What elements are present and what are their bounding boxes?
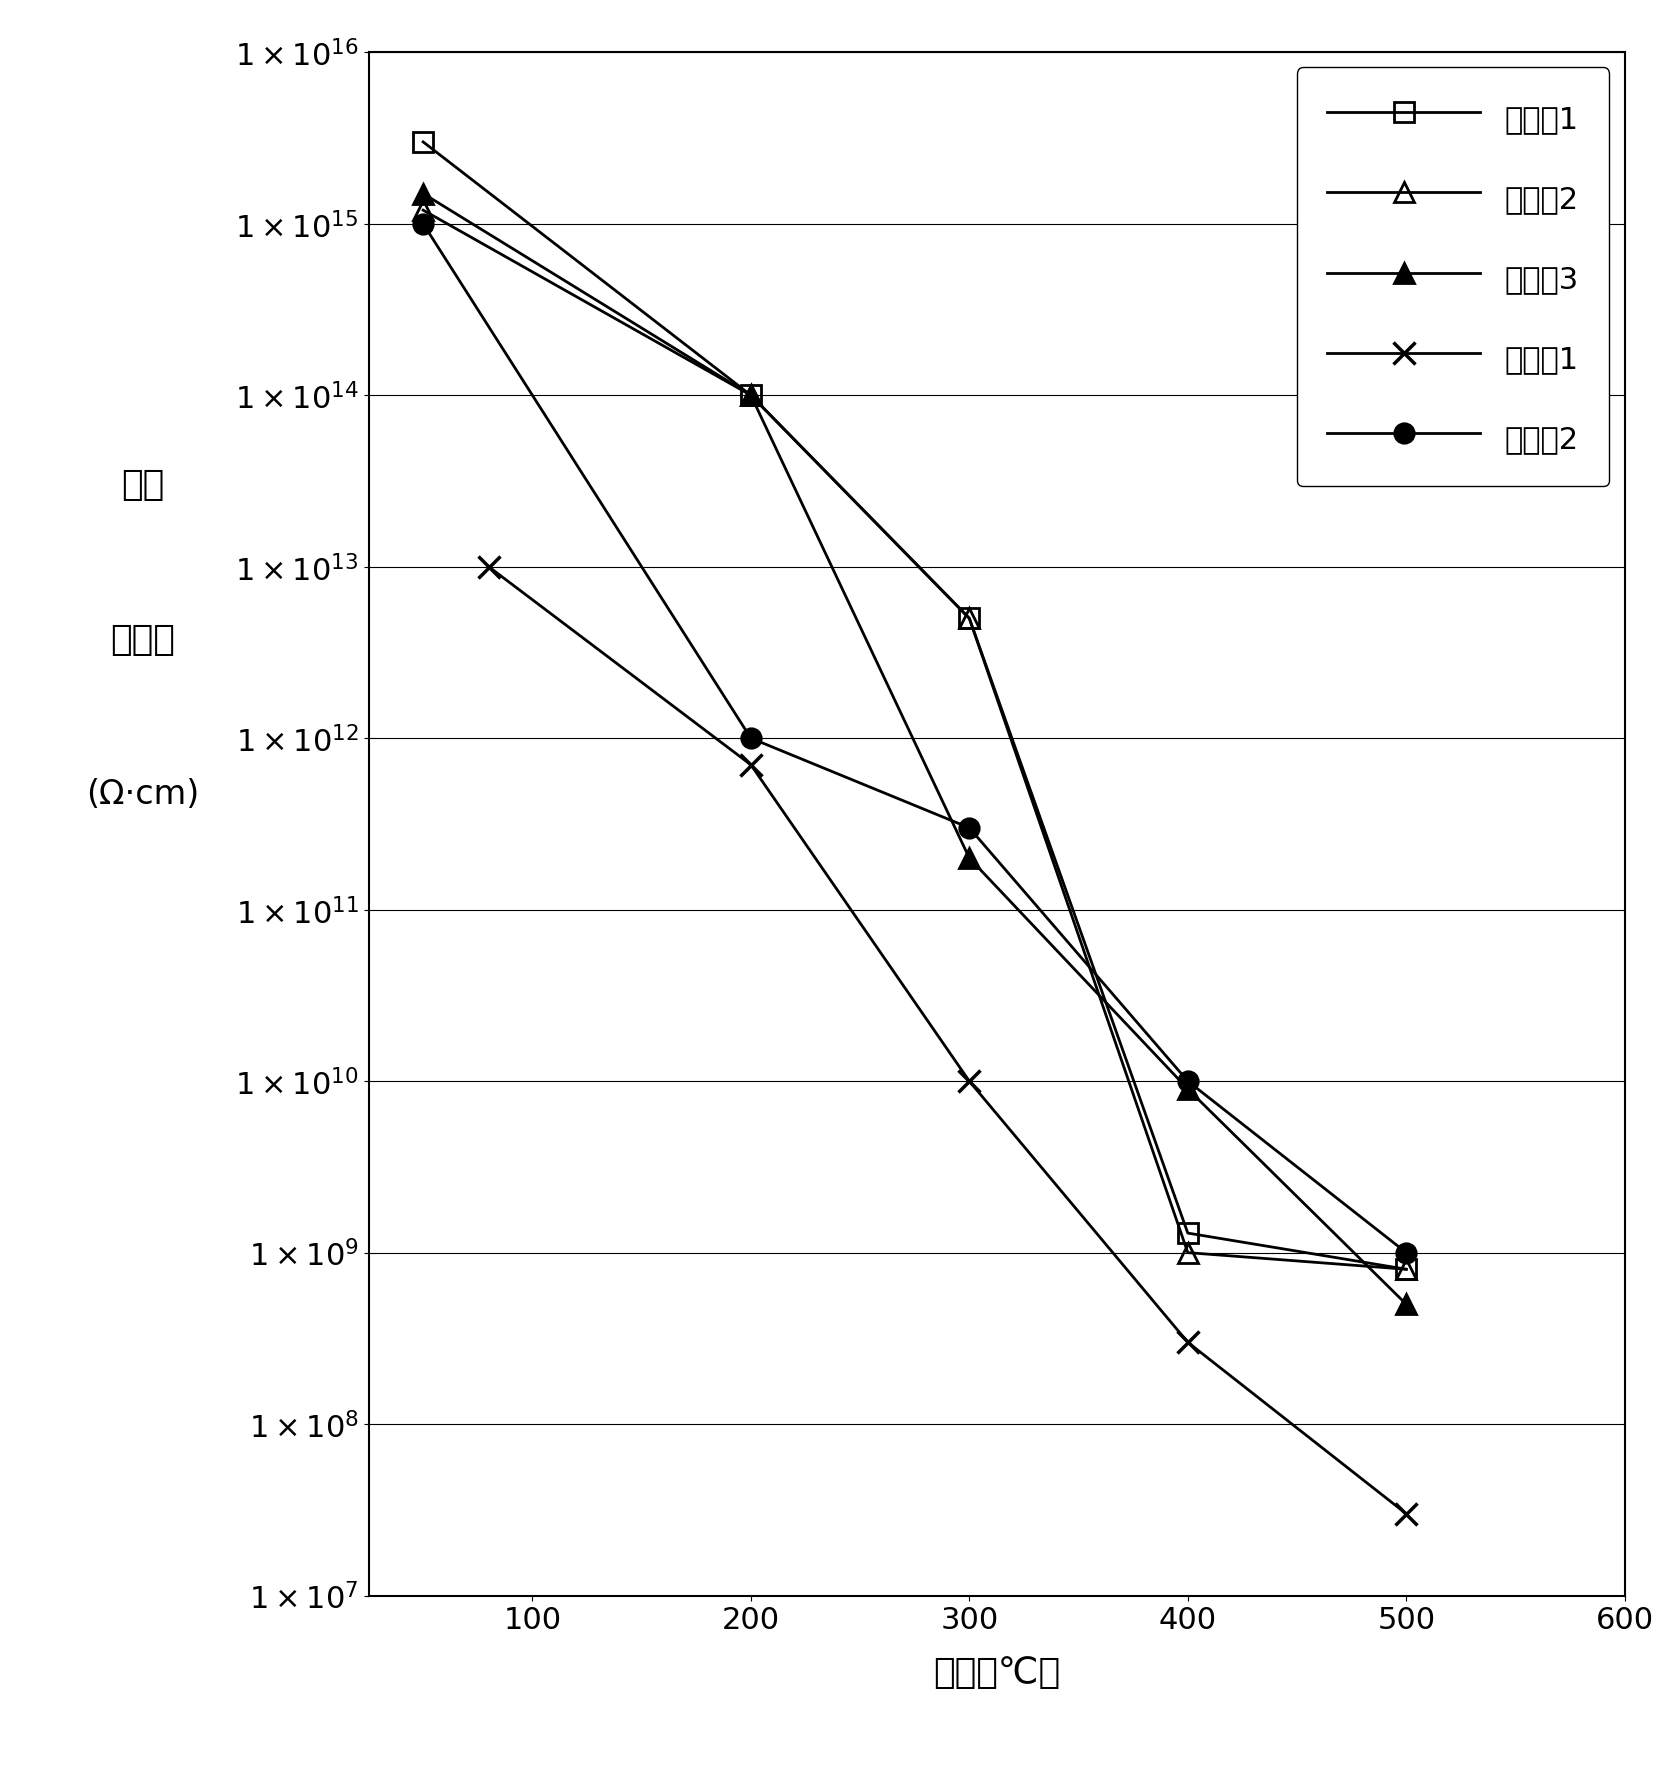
比较例2	[960, 817, 980, 839]
实施例3	[1397, 1294, 1417, 1316]
Line: 比较例2: 比较例2	[414, 215, 1415, 1262]
Text: 体积: 体积	[121, 468, 164, 502]
比较例1	[1178, 1332, 1198, 1353]
Text: (Ω·cm): (Ω·cm)	[85, 777, 199, 810]
比较例1	[740, 755, 760, 777]
实施例1	[740, 385, 760, 406]
实施例2	[740, 385, 760, 406]
比较例2	[414, 215, 434, 236]
实施例3	[1178, 1078, 1198, 1099]
实施例2	[1178, 1243, 1198, 1264]
Line: 比较例1: 比较例1	[477, 557, 1417, 1525]
比较例1	[960, 1071, 980, 1092]
实施例1	[960, 608, 980, 629]
比较例2	[1397, 1243, 1417, 1264]
比较例2	[1178, 1071, 1198, 1092]
Legend: 实施例1, 实施例2, 实施例3, 比较例1, 比较例2: 实施例1, 实施例2, 实施例3, 比较例1, 比较例2	[1296, 69, 1610, 488]
实施例1	[1178, 1223, 1198, 1245]
实施例1	[1397, 1259, 1417, 1280]
实施例3	[960, 847, 980, 869]
Line: 实施例2: 实施例2	[414, 202, 1415, 1280]
实施例1	[414, 133, 434, 154]
Line: 实施例1: 实施例1	[414, 133, 1415, 1280]
实施例3	[414, 184, 434, 206]
比较例2	[740, 729, 760, 750]
实施例2	[960, 608, 980, 629]
实施例2	[1397, 1259, 1417, 1280]
实施例3	[740, 385, 760, 406]
X-axis label: 温度（℃）: 温度（℃）	[933, 1656, 1060, 1690]
Text: 电阔率: 电阔率	[111, 622, 174, 656]
比较例1	[1397, 1504, 1417, 1525]
比较例1	[479, 557, 499, 578]
实施例2	[414, 200, 434, 222]
Line: 实施例3: 实施例3	[414, 184, 1415, 1314]
